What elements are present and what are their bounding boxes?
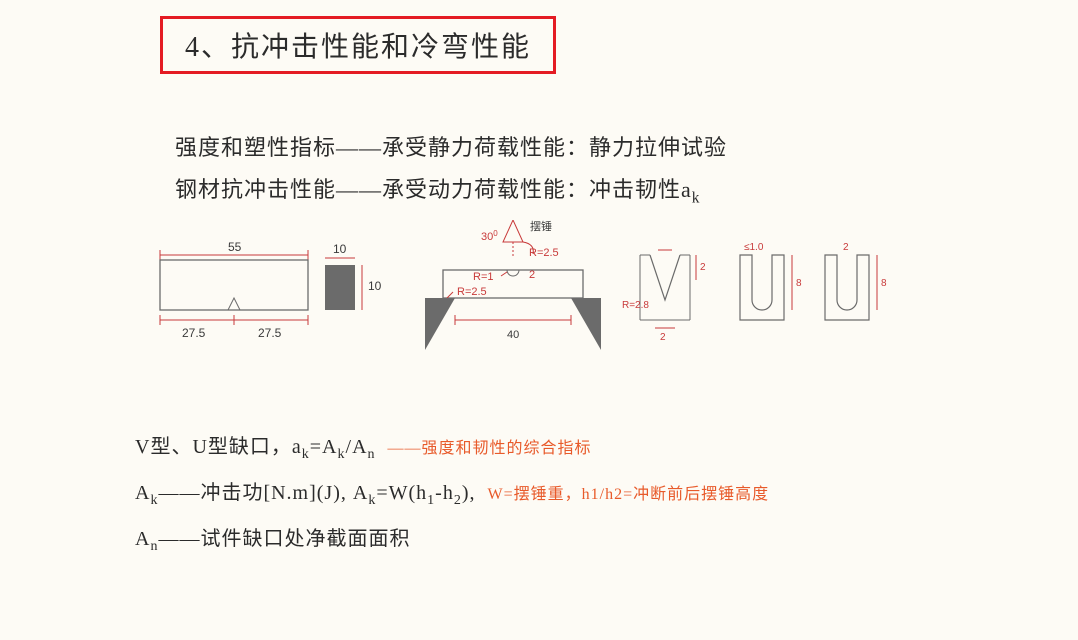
dim-27-5-l: 27.5 [182, 326, 206, 340]
u2-top: 2 [843, 242, 849, 253]
dim-10-h: 10 [368, 279, 382, 293]
d2-close: ), [462, 482, 482, 504]
intro-line-2: 钢材抗冲击性能——承受动力荷载性能：冲击韧性ak [175, 172, 700, 207]
intro-line-1: 强度和塑性指标——承受静力荷载性能：静力拉伸试验 [175, 130, 727, 162]
d2-note: W=摆锤重，h1/h2=冲断前后摆锤高度 [488, 486, 770, 503]
notch-h-2: 2 [529, 269, 535, 281]
def-row-2: Ak——冲击功[N.m](J), Ak=W(h1-h2), W=摆锤重，h1/h… [135, 476, 769, 509]
d3-txt: ——试件缺口处净截面面积 [158, 528, 410, 550]
d1-slash: /A [346, 436, 368, 458]
u2-side: 8 [881, 278, 887, 289]
dim-40: 40 [507, 329, 519, 341]
angle-30: 300 [481, 229, 498, 243]
d2-A2: A [353, 482, 368, 504]
diagram-specimen: 55 27.5 27.5 10 10 [160, 240, 382, 340]
d2-eq: =W(h [376, 482, 427, 504]
section-title: 4、抗冲击性能和冷弯性能 [160, 16, 556, 74]
d1-k: k [302, 447, 310, 462]
dim-27-5-r: 27.5 [258, 326, 282, 340]
diagram-impact: 300 摆锤 R=2.5 R=1 2 R=2.5 40 [425, 220, 601, 350]
intro-line-2-text: 钢材抗冲击性能——承受动力荷载性能：冲击韧性 [175, 177, 681, 202]
v-bot: 2 [660, 332, 666, 343]
d2-minus: -h [435, 482, 454, 504]
d1-An: n [368, 447, 376, 462]
def-row-3: An——试件缺口处净截面面积 [135, 522, 410, 555]
notch-u2: 2 8 [825, 242, 887, 320]
dim-10-w: 10 [333, 242, 347, 256]
d1-main: V型、U型缺口， [135, 436, 292, 458]
notch-u1: ≤1.0 8 [740, 242, 802, 320]
v-r: R=2.8 [622, 300, 649, 311]
d3-A: A [135, 528, 150, 550]
def-row-1: V型、U型缺口，ak=Ak/An ——强度和韧性的综合指标 [135, 430, 592, 463]
u1-top: ≤1.0 [744, 242, 764, 253]
r-1: R=1 [473, 271, 494, 283]
d2-A: A [135, 482, 150, 504]
specimen-diagrams: 55 27.5 27.5 10 10 300 摆锤 R=2.5 [150, 220, 950, 380]
hammer-label: 摆锤 [530, 220, 552, 233]
notch-v: 2 R=2.8 2 [622, 250, 706, 343]
d1-Ak: k [338, 447, 346, 462]
d2-1: 1 [427, 493, 435, 508]
r-2-5-left: R=2.5 [457, 286, 487, 298]
diagram-notches: 2 R=2.8 2 ≤1.0 8 2 8 [622, 242, 887, 343]
d2-dash: ——冲击功[N.m](J), [158, 482, 352, 504]
ak-symbol-k: k [692, 189, 701, 206]
r-2-5-tip: R=2.5 [529, 247, 559, 259]
d1-note: ——强度和韧性的综合指标 [388, 440, 592, 457]
d2-2: 2 [454, 493, 462, 508]
v-side-2: 2 [700, 262, 706, 273]
u1-side: 8 [796, 278, 802, 289]
d1-a: a [292, 436, 302, 458]
d1-eq: =A [310, 436, 338, 458]
ak-symbol-a: a [681, 177, 692, 202]
intro-line-1-text: 强度和塑性指标——承受静力荷载性能：静力拉伸试验 [175, 135, 727, 160]
title-text: 4、抗冲击性能和冷弯性能 [185, 32, 531, 63]
dim-55: 55 [228, 240, 242, 254]
